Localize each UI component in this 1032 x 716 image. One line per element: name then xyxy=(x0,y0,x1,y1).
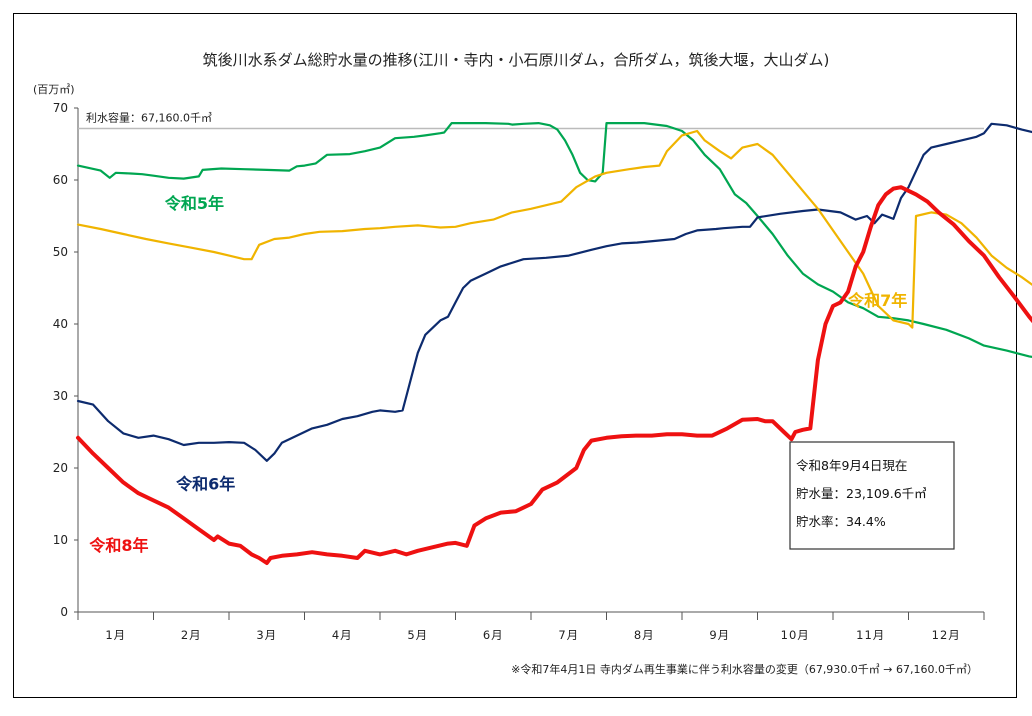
x-tick-label: 5月 xyxy=(407,628,428,642)
x-tick-label: 3月 xyxy=(256,628,277,642)
info-box-border xyxy=(789,441,955,550)
x-tick-label: 4月 xyxy=(332,628,353,642)
capacity-line-group: 利水容量：67,160.0千㎥ xyxy=(78,108,984,130)
y-axis-unit: (百万㎥) xyxy=(33,83,75,96)
y-tick-label: 10 xyxy=(53,533,68,547)
capacity-label-background xyxy=(80,108,250,127)
x-tick-label: 8月 xyxy=(634,628,655,642)
x-tick-label: 9月 xyxy=(709,628,730,642)
x-tick-label: 2月 xyxy=(181,628,202,642)
x-tick-label: 7月 xyxy=(558,628,579,642)
y-tick-label: 70 xyxy=(53,101,68,115)
x-tick-label: 6月 xyxy=(483,628,504,642)
info-date: 令和8年9月4日現在 xyxy=(796,458,907,473)
series-line-1 xyxy=(76,122,1032,358)
series-group xyxy=(76,122,1032,565)
series-label-1: 令和5年 xyxy=(164,194,224,213)
series-label-3: 令和7年 xyxy=(847,291,907,310)
info-box: 令和8年9月4日現在 貯水量：23,109.6千㎥ 貯水率：34.4% xyxy=(789,441,955,550)
y-tick-label: 40 xyxy=(53,317,68,331)
x-tick-label: 1月 xyxy=(105,628,126,642)
chart-frame xyxy=(13,13,1017,698)
series-label-4: 令和8年 xyxy=(88,536,148,555)
series-label-2: 令和6年 xyxy=(175,475,235,494)
series-line-2 xyxy=(76,122,1032,462)
x-tick-label: 12月 xyxy=(932,628,961,642)
info-rate: 貯水率：34.4% xyxy=(796,514,886,529)
ticks: 0 10 20 30 40 50 60 70 1月 2月 3月 4月 5月 6月 7月 8月 9月 10月 11月 1… xyxy=(53,101,985,642)
y-tick-label: 50 xyxy=(53,245,68,259)
y-tick-label: 60 xyxy=(53,173,68,187)
y-tick-label: 20 xyxy=(53,461,68,475)
x-tick-label: 10月 xyxy=(781,628,810,642)
y-tick-label: 0 xyxy=(60,605,68,619)
y-tick-label: 30 xyxy=(53,389,68,403)
series-line-4 xyxy=(76,185,1032,565)
info-storage: 貯水量：23,109.6千㎥ xyxy=(796,486,927,501)
footnote: ※令和7年4月1日 寺内ダム再生事業に伴う利水容量の変更（67,930.0千㎥ … xyxy=(511,662,978,676)
series-line-3 xyxy=(76,129,1032,329)
chart-title: 筑後川水系ダム総貯水量の推移(江川・寺内・小石原川ダム，合所ダム，筑後大堰，大山… xyxy=(203,51,830,69)
x-tick-label: 11月 xyxy=(856,628,885,642)
capacity-label: 利水容量：67,160.0千㎥ xyxy=(86,110,212,124)
